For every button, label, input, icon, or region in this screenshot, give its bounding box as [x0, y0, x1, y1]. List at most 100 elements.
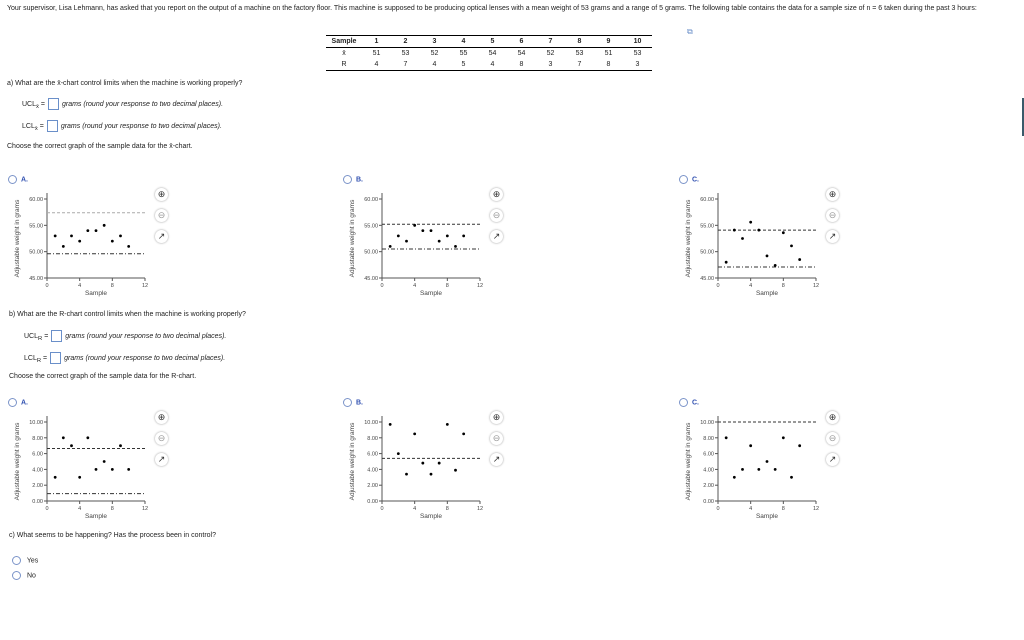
data-point — [757, 468, 761, 471]
table-header: 10 — [623, 35, 652, 48]
x-tick-label: 4 — [749, 506, 752, 512]
zoom-out-icon[interactable]: ⊖ — [155, 432, 168, 445]
option-radio[interactable]: B. — [343, 175, 363, 184]
data-point — [757, 228, 761, 232]
popout-icon[interactable]: ↗ — [155, 453, 168, 466]
ucl-xbar-row: UCLx̄ = grams (round your response to two… — [22, 98, 223, 110]
zoom-out-icon[interactable]: ⊖ — [490, 432, 503, 445]
data-point — [732, 228, 736, 232]
option-label: C. — [692, 399, 699, 407]
y-axis-label: Adjustable weight in grams — [349, 422, 356, 500]
ucl-label: UCL — [24, 332, 39, 340]
option-radio[interactable]: C. — [679, 175, 699, 184]
data-point — [86, 436, 90, 440]
zoom-in-icon[interactable]: ⊕ — [826, 188, 839, 201]
scrollbar[interactable] — [1022, 98, 1024, 136]
zoom-out-icon[interactable]: ⊖ — [826, 209, 839, 222]
zoom-in-icon[interactable]: ⊕ — [490, 411, 503, 424]
data-point — [445, 234, 449, 238]
y-tick-label: 6.00 — [32, 452, 43, 458]
data-point — [445, 422, 449, 426]
equals: = — [43, 354, 48, 362]
x-tick-label: 8 — [111, 283, 114, 289]
y-tick-label: 45.00 — [700, 276, 714, 282]
data-point — [749, 220, 753, 224]
option-radio[interactable]: B. — [343, 398, 363, 407]
option-radio[interactable]: A. — [8, 398, 28, 407]
data-point — [70, 234, 73, 238]
table-header: 5 — [478, 35, 507, 48]
table-header: 6 — [507, 35, 536, 48]
radio-yes[interactable] — [12, 556, 21, 565]
data-point — [70, 444, 73, 448]
data-point — [94, 229, 98, 232]
radio-circle[interactable] — [8, 398, 17, 407]
zoom-in-icon[interactable]: ⊕ — [155, 188, 168, 201]
radio-no[interactable] — [12, 571, 21, 580]
radio-circle[interactable] — [343, 175, 352, 184]
y-tick-label: 45.00 — [364, 276, 378, 282]
hint: grams (round your response to two decima… — [61, 100, 224, 108]
x-axis-label: Sample — [756, 290, 778, 297]
option-no[interactable]: No — [12, 571, 36, 580]
data-point — [454, 245, 457, 248]
data-point — [53, 234, 57, 238]
chart-xbar-C: 60.00 55.00 50.00 45.000 4 8 12 Sample Adjustabl… — [685, 193, 819, 297]
zoom-out-icon[interactable]: ⊖ — [155, 209, 168, 222]
radio-circle[interactable] — [8, 175, 17, 184]
table-cell: 3 — [623, 59, 652, 71]
data-point — [396, 452, 400, 455]
popout-icon[interactable]: ↗ — [490, 453, 503, 466]
data-point — [388, 245, 392, 248]
table-cell: 51 — [604, 50, 613, 57]
data-point — [765, 460, 769, 463]
popout-icon[interactable]: ↗ — [826, 453, 839, 466]
option-radio[interactable]: C. — [679, 398, 699, 407]
x-tick-label: 8 — [446, 283, 449, 289]
ucl-xbar-input[interactable] — [47, 98, 59, 110]
data-point — [127, 245, 131, 248]
data-point — [437, 461, 441, 465]
radio-circle[interactable] — [679, 175, 688, 184]
data-point — [78, 475, 82, 479]
y-tick-label: 60.00 — [700, 197, 714, 203]
y-tick-label: 6.00 — [703, 452, 714, 458]
hint: grams (round your response to two decima… — [65, 332, 227, 340]
option-radio[interactable]: A. — [8, 175, 28, 184]
lcl-xbar-input[interactable] — [46, 120, 58, 132]
y-tick-label: 60.00 — [29, 197, 43, 203]
x-axis-label: Sample — [756, 513, 778, 520]
x-axis-label: Sample — [85, 513, 107, 520]
lcl-r-input[interactable] — [50, 352, 62, 364]
radio-circle[interactable] — [679, 398, 688, 407]
popout-icon[interactable]: ↗ — [490, 230, 503, 243]
chart-xbar-B: 60.00 55.00 50.00 45.000 4 8 12 Sample Adjustabl… — [349, 193, 483, 297]
table-cell: 52 — [546, 50, 555, 57]
y-axis-label: Adjustable weight in grams — [685, 199, 692, 277]
popout-icon[interactable]: ↗ — [155, 230, 168, 243]
zoom-out-icon[interactable]: ⊖ — [490, 209, 503, 222]
ucl-r-input[interactable] — [51, 330, 63, 342]
chart-r-A: 10.00 8.00 6.00 4.00 2.00 0.000 4 8 12 Sample Adju… — [14, 416, 148, 520]
y-axis-label: Adjustable weight in grams — [685, 422, 692, 500]
y-tick-label: 55.00 — [29, 223, 43, 229]
data-point — [749, 444, 753, 448]
option-label: B. — [356, 176, 363, 184]
zoom-in-icon[interactable]: ⊕ — [155, 411, 168, 424]
y-tick-label: 45.00 — [29, 276, 43, 282]
popout-icon[interactable]: ↗ — [826, 230, 839, 243]
zoom-in-icon[interactable]: ⊕ — [826, 411, 839, 424]
radio-circle[interactable] — [343, 398, 352, 407]
zoom-in-icon[interactable]: ⊕ — [490, 188, 503, 201]
y-tick-label: 8.00 — [32, 436, 43, 442]
zoom-out-icon[interactable]: ⊖ — [826, 432, 839, 445]
y-tick-label: 4.00 — [32, 467, 43, 473]
x-tick-label: 4 — [749, 283, 752, 289]
table-cell: 51 — [372, 50, 381, 57]
copy-table-icon[interactable]: ⧉ — [687, 27, 693, 36]
option-yes[interactable]: Yes — [12, 556, 38, 565]
y-tick-label: 0.00 — [32, 499, 43, 505]
data-point — [790, 244, 793, 248]
table-cell: 8 — [507, 59, 536, 71]
data-point — [462, 234, 466, 238]
